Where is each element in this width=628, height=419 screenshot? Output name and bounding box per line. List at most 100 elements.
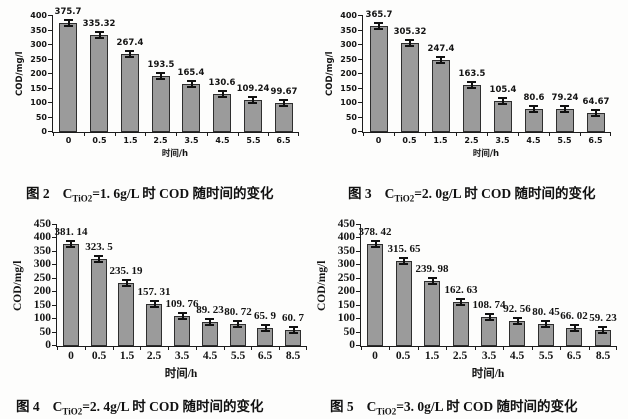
error-bar — [233, 320, 242, 328]
caption-symbol: C — [52, 399, 63, 414]
x-axis-tick-label: 1.5 — [433, 136, 448, 145]
x-axis-tick-label: 6.5 — [276, 136, 291, 145]
y-axis-tick — [52, 237, 57, 239]
error-bar — [205, 318, 214, 326]
x-axis-tick — [487, 132, 488, 136]
error-bar — [591, 109, 600, 117]
y-axis-tick — [356, 224, 361, 225]
figure-number: 图 4 — [16, 399, 40, 414]
y-axis-tick — [358, 131, 363, 132]
error-bar — [570, 324, 579, 332]
y-axis-tick — [48, 116, 53, 118]
caption-subscript: TiO2 — [72, 193, 93, 204]
y-axis-tick-label: 400 — [33, 231, 51, 244]
y-axis-tick — [48, 29, 53, 31]
x-axis-tick — [580, 132, 581, 136]
y-axis-tick-label: 0 — [41, 127, 47, 136]
y-axis-tick — [52, 304, 57, 306]
bar-value-label: 315. 65 — [387, 243, 421, 255]
error-bar — [279, 99, 288, 107]
x-axis-tick-label: 6.5 — [566, 350, 582, 362]
y-axis-tick — [48, 73, 53, 74]
y-axis-tick-label: 200 — [340, 69, 357, 78]
error-bar — [187, 80, 196, 88]
y-axis-tick-label: 350 — [340, 25, 357, 35]
bar-value-label: 80.6 — [523, 93, 545, 103]
caption-subscript: TiO2 — [62, 406, 83, 417]
x-axis-tick-label: 0.5 — [395, 350, 411, 362]
x-axis-tick-label: 3.5 — [184, 136, 199, 145]
y-axis-tick — [52, 264, 57, 266]
bar-value-label: 323. 5 — [85, 241, 113, 253]
y-axis-tick — [52, 250, 57, 252]
figure-caption: 图 2 CTiO2=1. 6g/L 时 COD 随时间的变化 — [26, 182, 274, 204]
x-axis-tick — [251, 346, 252, 350]
figure-number: 图 2 — [26, 186, 50, 201]
y-axis-tick — [358, 44, 363, 45]
caption-symbol: C — [366, 399, 377, 414]
x-axis-tick — [456, 132, 457, 136]
x-axis-tick-label: 8.5 — [285, 350, 301, 362]
bar-value-label: 89. 23 — [196, 304, 224, 316]
x-axis-tick — [610, 132, 611, 136]
caption-symbol: C — [62, 186, 73, 201]
bar — [213, 94, 231, 132]
x-axis-title: 时间/h — [164, 368, 198, 380]
plot-area-fig3: 0 50 100 150 200 250 300 350 400 365.7 0 305.32 0.5 2… — [340, 10, 611, 145]
bar — [401, 43, 419, 132]
x-axis-title: 时间/h — [161, 149, 189, 159]
figure-caption: 图 5 CTiO2=3. 0g/L 时 COD 随时间的变化 — [330, 395, 578, 417]
error-bar — [456, 298, 465, 306]
x-axis-tick-label: 0 — [372, 350, 378, 362]
caption-formula: CTiO2=1. 6g/L 时 COD 随时间的变化 — [62, 186, 274, 204]
y-axis-tick-label: 150 — [337, 298, 355, 311]
error-bar — [541, 320, 550, 328]
x-axis-tick — [279, 346, 280, 350]
y-axis-tick-label: 0 — [45, 339, 51, 351]
x-axis-tick — [53, 132, 54, 136]
error-bar — [218, 90, 227, 98]
error-bar — [371, 240, 380, 248]
bar-value-label: 130.6 — [208, 78, 236, 88]
x-axis-tick — [518, 132, 519, 136]
x-axis-tick-label: 5.5 — [230, 350, 246, 362]
y-axis-tick — [52, 318, 57, 320]
y-axis-tick-label: 200 — [33, 285, 51, 298]
error-bar — [66, 240, 75, 248]
x-axis-tick — [57, 346, 58, 350]
bar — [275, 103, 293, 132]
bar-value-label: 247.4 — [427, 44, 455, 54]
error-bar — [485, 313, 494, 321]
y-axis-tick-label: 400 — [337, 231, 355, 244]
error-bar — [399, 257, 408, 265]
error-bar — [248, 96, 257, 104]
x-axis-tick — [176, 132, 177, 136]
caption-formula: CTiO2=2. 4g/L 时 COD 随时间的变化 — [52, 399, 264, 417]
y-axis-tick-label: 400 — [340, 11, 357, 20]
y-axis-tick-label: 250 — [340, 54, 357, 64]
plot-area-fig4: 0 50 100 150 200 250 300 350 400 450 381. 14 0 323. … — [34, 218, 307, 362]
y-axis-tick-label: 100 — [337, 312, 355, 325]
y-axis-tick-label: 350 — [30, 25, 47, 35]
caption-text: =1. 6g/L 时 COD 随时间的变化 — [92, 186, 274, 201]
y-axis-tick-label: 200 — [30, 69, 47, 78]
x-axis-tick — [475, 346, 476, 350]
y-axis-tick-label: 350 — [33, 244, 51, 257]
x-axis-tick-label: 0.5 — [91, 350, 107, 362]
bar-value-label: 162. 63 — [444, 284, 478, 296]
x-axis-tick-label: 8.5 — [595, 350, 611, 362]
figure-caption: 图 3 CTiO2=2. 0g/L 时 COD 随时间的变化 — [348, 182, 596, 204]
y-axis-tick-label: 250 — [33, 271, 51, 284]
bar-value-label: 235. 19 — [109, 265, 143, 277]
figure-panel-fig2: COD/mg/l 0 50 100 150 200 250 300 350 400 375.7 0 3… — [2, 2, 312, 206]
x-axis-tick — [85, 346, 86, 350]
y-axis-tick — [356, 331, 361, 333]
y-axis-tick — [356, 345, 361, 346]
y-axis-tick-label: 100 — [340, 98, 357, 107]
caption-text: =2. 4g/L 时 COD 随时间的变化 — [82, 399, 264, 414]
y-axis-tick — [48, 87, 53, 89]
y-axis-tick-label: 300 — [30, 40, 47, 49]
bar — [90, 35, 108, 132]
x-axis-tick-label: 2.5 — [146, 350, 162, 362]
x-axis-tick-label: 4.5 — [509, 350, 525, 362]
